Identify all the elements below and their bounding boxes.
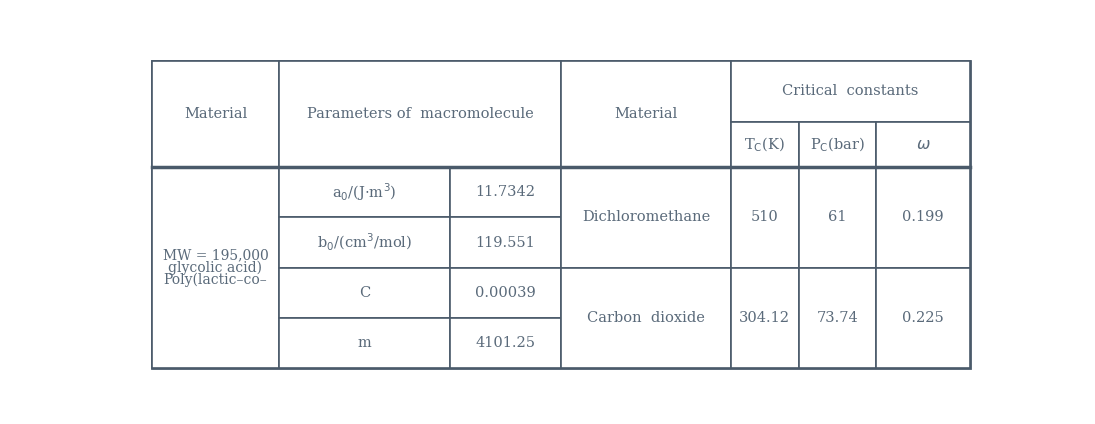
Bar <box>279 167 450 218</box>
Bar <box>799 268 876 368</box>
Bar <box>799 167 876 268</box>
Bar <box>730 268 799 368</box>
Text: 0.199: 0.199 <box>902 210 944 224</box>
Bar <box>876 268 970 368</box>
Text: 0.00039: 0.00039 <box>475 285 535 299</box>
Text: 0.225: 0.225 <box>902 310 944 324</box>
Bar <box>730 167 799 268</box>
Text: m: m <box>357 335 371 349</box>
Bar <box>450 167 561 218</box>
Text: Dichloromethane: Dichloromethane <box>581 210 710 224</box>
Text: glycolic acid): glycolic acid) <box>169 260 263 275</box>
Bar <box>279 218 450 268</box>
Bar <box>799 122 876 167</box>
Bar <box>561 167 730 268</box>
Text: 510: 510 <box>751 210 779 224</box>
Bar <box>730 61 970 122</box>
Text: Critical  constants: Critical constants <box>782 84 919 98</box>
Bar <box>561 268 730 368</box>
Text: Carbon  dioxide: Carbon dioxide <box>587 310 705 324</box>
Bar <box>876 122 970 167</box>
Bar <box>279 318 450 368</box>
Text: Material: Material <box>184 107 247 121</box>
Text: 61: 61 <box>828 210 846 224</box>
Text: Parameters of  macromolecule: Parameters of macromolecule <box>307 107 533 121</box>
Text: 73.74: 73.74 <box>817 310 858 324</box>
Bar <box>450 218 561 268</box>
Bar <box>152 61 279 167</box>
Text: 4101.25: 4101.25 <box>475 335 535 349</box>
Bar <box>450 318 561 368</box>
Text: b$_0$/(cm$^3$/mol): b$_0$/(cm$^3$/mol) <box>316 232 412 253</box>
Text: T$_{\rm C}$(K): T$_{\rm C}$(K) <box>745 136 785 154</box>
Text: C: C <box>359 285 370 299</box>
Text: $\omega$: $\omega$ <box>915 136 931 153</box>
Bar <box>279 61 561 167</box>
Text: MW = 195,000: MW = 195,000 <box>162 248 268 262</box>
Text: 119.551: 119.551 <box>475 235 535 249</box>
Bar <box>279 268 450 318</box>
Text: P$_{\rm C}$(bar): P$_{\rm C}$(bar) <box>810 136 865 154</box>
Bar <box>450 268 561 318</box>
Text: 11.7342: 11.7342 <box>475 185 535 199</box>
Bar <box>561 61 730 167</box>
Bar <box>876 167 970 268</box>
Text: Poly(lactic–co–: Poly(lactic–co– <box>163 273 267 287</box>
Text: a$_0$/(J$\cdot$m$^3$): a$_0$/(J$\cdot$m$^3$) <box>332 181 396 204</box>
Text: 304.12: 304.12 <box>739 310 791 324</box>
Bar <box>730 122 799 167</box>
Text: Material: Material <box>614 107 678 121</box>
Bar <box>152 167 279 368</box>
